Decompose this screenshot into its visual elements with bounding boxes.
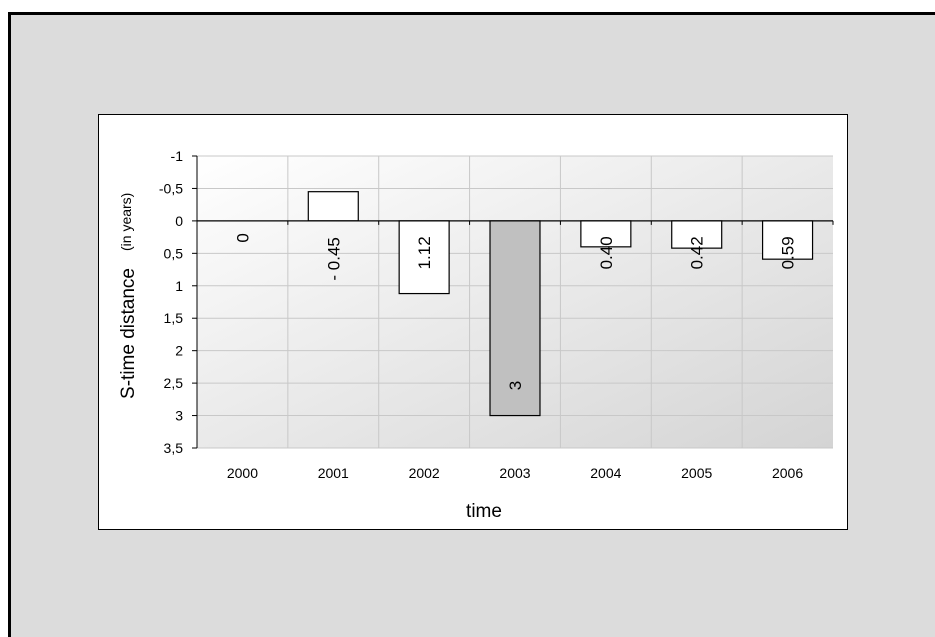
x-tick-label: 2000: [227, 465, 258, 481]
data-label-group: 0.42: [688, 236, 707, 269]
data-label-group: 1.12: [415, 236, 434, 269]
x-tick-label: 2001: [318, 465, 349, 481]
y-tick-label: 0: [175, 213, 183, 229]
data-label-group: 3: [506, 381, 525, 390]
y-tick-label: 0,5: [164, 245, 184, 261]
x-tick-label: 2004: [590, 465, 621, 481]
bar: [489, 220, 541, 417]
y-tick-label: 3: [175, 408, 183, 424]
data-label-group: - 0.45: [324, 237, 343, 280]
data-label-group: 0.40: [597, 236, 616, 269]
chart-container: -1 -0,5 0 0,5 1 1,5 2 2,5 3 3,5 2000 2001 2002 2003 20…: [98, 114, 848, 530]
data-label: 1.12: [415, 236, 434, 269]
bar: [398, 220, 450, 295]
x-tick-label: 2002: [409, 465, 440, 481]
y-tick-label: -0,5: [159, 180, 183, 196]
x-axis-title: time: [466, 501, 502, 522]
x-tick-label: 2003: [499, 465, 530, 481]
data-label: 3: [506, 381, 525, 390]
y-axis-title: S-time distance: [118, 268, 139, 399]
y-axis-unit: (in years): [118, 193, 134, 251]
data-label: - 0.45: [324, 237, 343, 280]
bars: [307, 191, 814, 417]
y-tick-label: 3,5: [164, 440, 184, 456]
data-labels: 0 - 0.45 1.12 3 0.40 0.42 0.59: [233, 233, 797, 390]
bar: [671, 220, 723, 249]
data-label: 0.40: [597, 236, 616, 269]
bar-chart: -1 -0,5 0 0,5 1 1,5 2 2,5 3 3,5 2000 2001 2002 2003 20…: [118, 148, 834, 522]
y-tick-label: 1,5: [164, 310, 184, 326]
y-tick-label: 2: [175, 343, 183, 359]
y-tick-label: 1: [175, 278, 183, 294]
y-tick-label: 2,5: [164, 375, 184, 391]
data-label-group: 0: [233, 233, 252, 242]
y-tick-label: -1: [171, 148, 184, 164]
x-tick-label: 2005: [681, 465, 712, 481]
data-label: 0.59: [779, 236, 798, 269]
bar: [761, 220, 814, 260]
bar: [307, 191, 359, 222]
tick-labels: -1 -0,5 0 0,5 1 1,5 2 2,5 3 3,5 2000 2001 2002 2003 20…: [159, 148, 803, 481]
axes: [192, 155, 834, 449]
y-axis-title-group: S-time distance (in years): [118, 193, 139, 399]
data-label-group: 0.59: [779, 236, 798, 269]
x-tick-label: 2006: [772, 465, 803, 481]
data-label: 0.42: [688, 236, 707, 269]
data-label: 0: [233, 233, 252, 242]
bar: [580, 220, 632, 248]
